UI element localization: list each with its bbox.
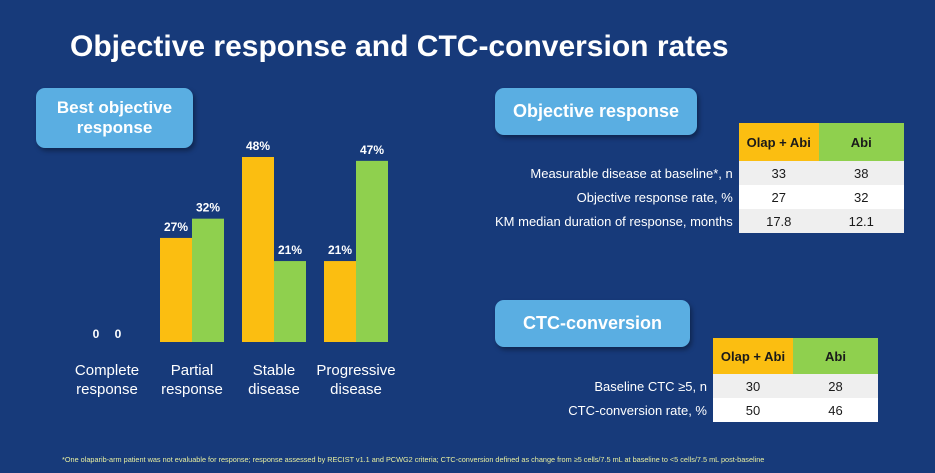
table-corner — [495, 123, 739, 161]
category-label-3-1: disease — [330, 381, 382, 398]
table-header-row: Olap + Abi Abi — [495, 123, 904, 161]
data-label-3-1: 47% — [360, 143, 384, 157]
data-label-1-0: 27% — [164, 220, 188, 234]
table-row: KM median duration of response, months 1… — [495, 209, 904, 233]
footnote: *One olaparib-arm patient was not evalua… — [62, 455, 765, 464]
row-label: KM median duration of response, months — [495, 213, 733, 229]
cell-olap-abi: 30 — [713, 374, 793, 398]
header-olap-abi: Olap + Abi — [738, 123, 819, 161]
category-label-0-0: Complete — [75, 362, 139, 379]
data-label-1-1: 32% — [196, 201, 220, 215]
header-abi: Abi — [818, 123, 904, 161]
table-corner — [495, 338, 713, 374]
bar-3-0 — [324, 261, 356, 342]
category-label-0-1: response — [76, 381, 138, 398]
table-row: CTC-conversion rate, % 50 46 — [495, 398, 878, 422]
ctc-conversion-table: Olap + Abi Abi Baseline CTC ≥5, n 30 28 … — [495, 338, 878, 422]
table-header-row: Olap + Abi Abi — [495, 338, 878, 374]
row-label: Measurable disease at baseline*, n — [530, 165, 733, 181]
cell-abi: 28 — [793, 374, 878, 398]
data-label-2-0: 48% — [246, 139, 270, 153]
data-label-0-0: 0 — [93, 327, 100, 341]
category-label-1-1: response — [161, 381, 223, 398]
data-label-2-1: 21% — [278, 243, 302, 257]
table-row: Measurable disease at baseline*, n 33 38 — [495, 161, 904, 185]
cell-abi: 32 — [818, 185, 904, 209]
cell-abi: 12.1 — [818, 209, 904, 233]
category-label-2-1: disease — [248, 381, 300, 398]
cell-olap-abi: 50 — [713, 398, 793, 422]
category-label-1-0: Partial — [171, 362, 214, 379]
bar-1-1 — [192, 218, 224, 342]
table-row: Baseline CTC ≥5, n 30 28 — [495, 374, 878, 398]
row-label: Baseline CTC ≥5, n — [594, 378, 707, 394]
ctc-conversion-label: CTC-conversion — [495, 300, 690, 347]
bar-3-1 — [356, 160, 388, 342]
row-label: CTC-conversion rate, % — [568, 402, 707, 418]
category-label-2-0: Stable — [253, 362, 296, 379]
header-olap-abi: Olap + Abi — [713, 338, 793, 374]
table-row: Objective response rate, % 27 32 — [495, 185, 904, 209]
cell-abi: 38 — [818, 161, 904, 185]
bar-2-1 — [274, 261, 306, 342]
objective-response-table: Olap + Abi Abi Measurable disease at bas… — [495, 123, 904, 233]
category-label-3-0: Progressive — [316, 362, 395, 379]
cell-abi: 46 — [793, 398, 878, 422]
row-label: Objective response rate, % — [576, 189, 733, 205]
bar-1-0 — [160, 237, 192, 342]
cell-olap-abi: 17.8 — [738, 209, 819, 233]
data-label-3-0: 21% — [328, 243, 352, 257]
best-objective-response-label: Best objective response — [36, 88, 193, 148]
cell-olap-abi: 27 — [738, 185, 819, 209]
header-abi: Abi — [793, 338, 878, 374]
objective-response-label: Objective response — [495, 88, 697, 135]
data-label-0-1: 0 — [115, 327, 122, 341]
cell-olap-abi: 33 — [738, 161, 819, 185]
bar-2-0 — [242, 157, 274, 342]
slide-title: Objective response and CTC-conversion ra… — [70, 30, 729, 63]
